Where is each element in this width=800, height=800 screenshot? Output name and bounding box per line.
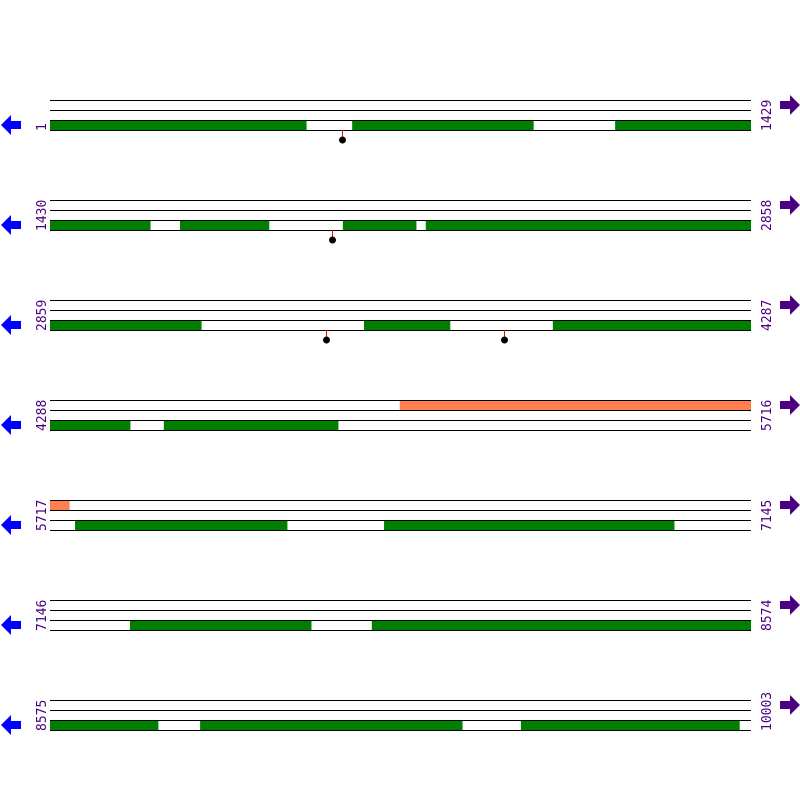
marker-dot[interactable] bbox=[329, 236, 336, 244]
row-end-label: 10003 bbox=[760, 692, 775, 731]
bottom-feature bbox=[179, 220, 270, 230]
row-start-label: 4288 bbox=[35, 400, 50, 431]
bottom-feature bbox=[75, 520, 288, 530]
bottom-feature bbox=[363, 320, 451, 330]
arrow-left-icon[interactable] bbox=[1, 615, 21, 635]
map-row: 7146 8574 bbox=[1, 595, 800, 635]
row-end-label: 1429 bbox=[760, 100, 775, 131]
row-start-label: 5717 bbox=[35, 500, 50, 531]
map-row: 8575 10003 bbox=[1, 692, 800, 735]
bottom-feature bbox=[520, 720, 740, 730]
arrow-right-icon[interactable] bbox=[780, 695, 800, 715]
bottom-feature bbox=[50, 720, 159, 730]
row-end-label: 7145 bbox=[760, 500, 775, 531]
map-row: 2859 4287 bbox=[1, 295, 800, 344]
bottom-feature bbox=[200, 720, 463, 730]
bottom-feature bbox=[129, 620, 312, 630]
marker-dot[interactable] bbox=[339, 136, 346, 144]
arrow-right-icon[interactable] bbox=[780, 295, 800, 315]
bottom-feature bbox=[50, 420, 131, 430]
bottom-feature bbox=[50, 220, 151, 230]
arrow-left-icon[interactable] bbox=[1, 115, 21, 135]
bottom-feature bbox=[425, 220, 751, 230]
arrow-right-icon[interactable] bbox=[780, 395, 800, 415]
arrow-left-icon[interactable] bbox=[1, 315, 21, 335]
row-end-label: 4287 bbox=[760, 300, 775, 331]
row-end-label: 2858 bbox=[760, 200, 775, 231]
bottom-feature bbox=[352, 120, 534, 130]
marker-dot[interactable] bbox=[501, 336, 508, 344]
row-start-label: 8575 bbox=[35, 700, 50, 731]
map-row: 4288 5716 bbox=[1, 395, 800, 435]
row-start-label: 2859 bbox=[35, 300, 50, 331]
row-end-label: 5716 bbox=[760, 400, 775, 431]
arrow-right-icon[interactable] bbox=[780, 495, 800, 515]
bottom-feature bbox=[384, 520, 675, 530]
marker-dot[interactable] bbox=[323, 336, 330, 344]
bottom-feature bbox=[552, 320, 751, 330]
bottom-feature bbox=[371, 620, 751, 630]
bottom-feature bbox=[50, 120, 307, 130]
row-start-label: 7146 bbox=[35, 600, 50, 631]
bottom-feature bbox=[163, 420, 339, 430]
row-end-label: 8574 bbox=[760, 600, 775, 631]
row-start-label: 1 bbox=[35, 123, 50, 131]
map-row: 5717 7145 bbox=[1, 495, 800, 535]
arrow-left-icon[interactable] bbox=[1, 415, 21, 435]
top-feature bbox=[50, 500, 70, 510]
bottom-feature bbox=[615, 120, 751, 130]
arrow-right-icon[interactable] bbox=[780, 195, 800, 215]
map-row: 1430 2858 bbox=[1, 195, 800, 244]
row-start-label: 1430 bbox=[35, 200, 50, 231]
arrow-right-icon[interactable] bbox=[780, 595, 800, 615]
arrow-left-icon[interactable] bbox=[1, 215, 21, 235]
bottom-feature bbox=[50, 320, 202, 330]
bottom-feature bbox=[342, 220, 417, 230]
arrow-left-icon[interactable] bbox=[1, 715, 21, 735]
arrow-right-icon[interactable] bbox=[780, 95, 800, 115]
map-row: 1 1429 bbox=[1, 95, 800, 144]
top-feature bbox=[399, 400, 751, 410]
arrow-left-icon[interactable] bbox=[1, 515, 21, 535]
